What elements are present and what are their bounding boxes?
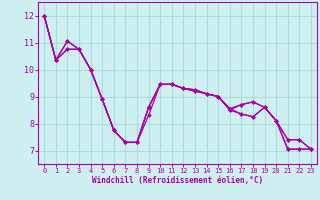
- X-axis label: Windchill (Refroidissement éolien,°C): Windchill (Refroidissement éolien,°C): [92, 176, 263, 185]
